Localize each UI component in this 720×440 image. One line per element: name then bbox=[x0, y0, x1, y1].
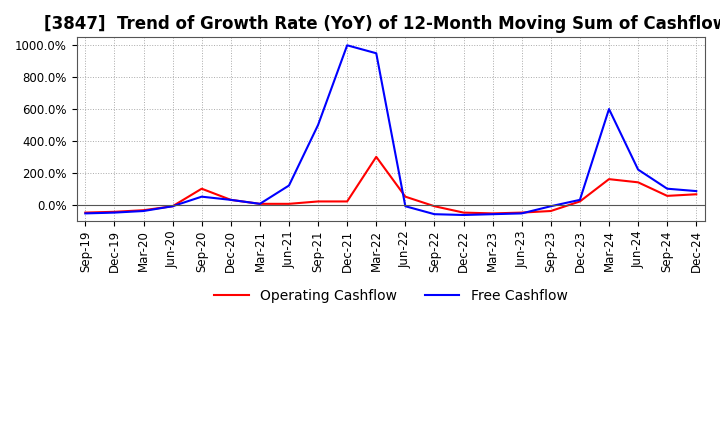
Free Cashflow bbox=[372, 51, 381, 56]
Operating Cashflow bbox=[488, 211, 497, 216]
Operating Cashflow bbox=[314, 199, 323, 204]
Free Cashflow bbox=[663, 186, 672, 191]
Operating Cashflow bbox=[139, 208, 148, 213]
Free Cashflow bbox=[110, 210, 119, 215]
Free Cashflow bbox=[605, 106, 613, 112]
Free Cashflow bbox=[401, 204, 410, 209]
Free Cashflow bbox=[314, 122, 323, 128]
Operating Cashflow bbox=[343, 199, 351, 204]
Free Cashflow bbox=[518, 211, 526, 216]
Legend: Operating Cashflow, Free Cashflow: Operating Cashflow, Free Cashflow bbox=[209, 284, 573, 309]
Free Cashflow bbox=[692, 188, 701, 194]
Operating Cashflow bbox=[430, 204, 438, 209]
Operating Cashflow bbox=[575, 199, 584, 204]
Free Cashflow bbox=[168, 204, 177, 209]
Free Cashflow bbox=[227, 197, 235, 202]
Free Cashflow bbox=[284, 183, 293, 188]
Free Cashflow bbox=[575, 197, 584, 202]
Operating Cashflow bbox=[372, 154, 381, 159]
Operating Cashflow bbox=[605, 176, 613, 182]
Free Cashflow bbox=[256, 201, 264, 206]
Operating Cashflow bbox=[110, 209, 119, 214]
Operating Cashflow bbox=[459, 210, 468, 215]
Operating Cashflow bbox=[634, 180, 642, 185]
Free Cashflow bbox=[139, 209, 148, 214]
Operating Cashflow bbox=[256, 201, 264, 206]
Operating Cashflow bbox=[663, 193, 672, 198]
Title: [3847]  Trend of Growth Rate (YoY) of 12-Month Moving Sum of Cashflows: [3847] Trend of Growth Rate (YoY) of 12-… bbox=[44, 15, 720, 33]
Free Cashflow bbox=[488, 212, 497, 217]
Operating Cashflow bbox=[546, 209, 555, 214]
Operating Cashflow bbox=[401, 194, 410, 199]
Operating Cashflow bbox=[227, 197, 235, 202]
Free Cashflow bbox=[197, 194, 206, 199]
Operating Cashflow bbox=[692, 192, 701, 197]
Line: Operating Cashflow: Operating Cashflow bbox=[86, 157, 696, 213]
Operating Cashflow bbox=[284, 201, 293, 206]
Operating Cashflow bbox=[81, 210, 90, 215]
Free Cashflow bbox=[459, 213, 468, 218]
Line: Free Cashflow: Free Cashflow bbox=[86, 45, 696, 215]
Free Cashflow bbox=[546, 204, 555, 209]
Free Cashflow bbox=[430, 212, 438, 217]
Operating Cashflow bbox=[197, 186, 206, 191]
Free Cashflow bbox=[81, 211, 90, 216]
Free Cashflow bbox=[634, 167, 642, 172]
Operating Cashflow bbox=[518, 210, 526, 215]
Free Cashflow bbox=[343, 43, 351, 48]
Operating Cashflow bbox=[168, 204, 177, 209]
